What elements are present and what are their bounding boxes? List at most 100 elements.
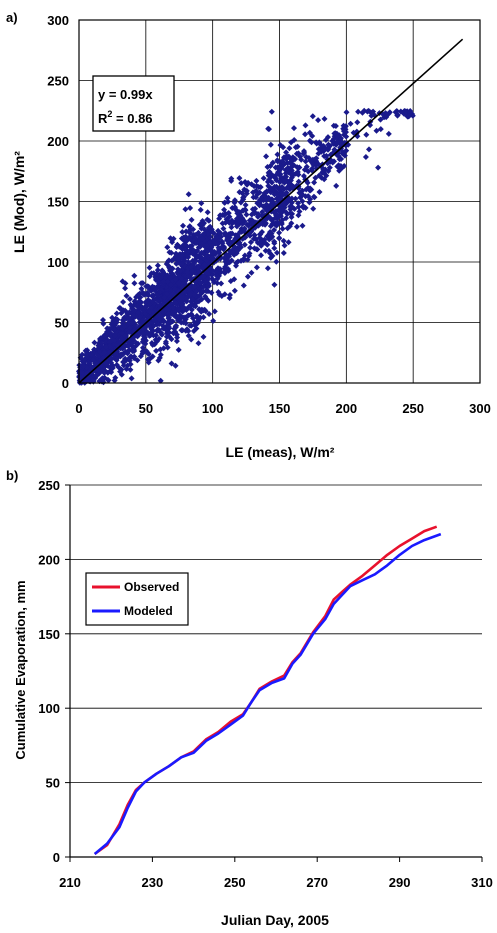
chart-a-point bbox=[123, 313, 130, 320]
chart-a-y-tick-label: 250 bbox=[47, 74, 69, 89]
chart-a-point bbox=[366, 146, 372, 153]
chart-a-point bbox=[292, 144, 299, 151]
chart-a-point bbox=[274, 158, 281, 165]
chart-a-point bbox=[264, 178, 271, 185]
chart-a-point bbox=[166, 329, 173, 336]
chart-a-point bbox=[227, 278, 234, 285]
chart-a-point bbox=[172, 362, 179, 369]
chart-a-point bbox=[179, 229, 186, 235]
chart-a-point bbox=[203, 242, 210, 249]
chart-a-point bbox=[262, 247, 269, 254]
chart-a-point bbox=[268, 185, 275, 192]
chart-a-point bbox=[343, 109, 350, 116]
chart-a-point bbox=[272, 172, 279, 179]
chart-a-point bbox=[122, 285, 129, 292]
chart-a-point bbox=[264, 265, 271, 272]
chart-a-point bbox=[304, 179, 311, 186]
chart-a-annotation: y = 0.99x R2 = 0.86 bbox=[92, 75, 175, 132]
chart-a-point bbox=[200, 284, 207, 291]
chart-a-point bbox=[205, 275, 212, 282]
chart-a-point bbox=[142, 340, 149, 347]
chart-a-point bbox=[293, 150, 300, 157]
chart-a-point bbox=[100, 320, 107, 327]
chart-a-point bbox=[121, 333, 128, 339]
chart-a-point bbox=[222, 219, 229, 226]
chart-a-point bbox=[104, 325, 111, 332]
chart-a-point bbox=[269, 233, 276, 240]
chart-b-y-tick-label: 100 bbox=[38, 701, 60, 716]
chart-a-point bbox=[248, 220, 255, 227]
chart-a-point bbox=[280, 200, 287, 207]
chart-a-point bbox=[295, 171, 302, 178]
chart-b: b) 210 230 250 270 290 310 0 50 100 150 200 250 Obs… bbox=[6, 468, 493, 928]
chart-a-point bbox=[185, 303, 192, 310]
chart-a-point bbox=[166, 274, 173, 281]
chart-a-point bbox=[266, 195, 273, 202]
chart-a-point bbox=[189, 296, 196, 303]
chart-a-point bbox=[229, 230, 236, 237]
chart-a-point bbox=[291, 125, 297, 132]
chart-a-point bbox=[219, 240, 226, 247]
chart-a-point bbox=[120, 362, 127, 369]
chart-a-point bbox=[339, 150, 346, 157]
chart-a-point bbox=[159, 267, 166, 274]
chart-a-point bbox=[185, 248, 191, 255]
chart-a-point bbox=[157, 377, 164, 384]
chart-a-point bbox=[325, 141, 332, 148]
chart-a-point bbox=[119, 351, 126, 358]
chart-a-points bbox=[76, 107, 416, 386]
chart-a-point bbox=[136, 298, 143, 305]
chart-a-point bbox=[320, 166, 327, 173]
chart-a-x-tick-label: 250 bbox=[402, 401, 424, 416]
chart-a-point bbox=[80, 363, 87, 370]
chart-a-point bbox=[146, 301, 153, 308]
chart-a-point bbox=[142, 304, 149, 311]
chart-b-y-tick-label: 200 bbox=[38, 552, 60, 567]
chart-a-point bbox=[243, 190, 250, 197]
chart-a-point bbox=[190, 226, 197, 233]
chart-a-point bbox=[263, 206, 270, 213]
chart-a-point bbox=[276, 165, 283, 172]
chart-a-point bbox=[309, 113, 316, 120]
chart-a-point bbox=[167, 235, 174, 242]
chart-a-point bbox=[200, 333, 207, 340]
chart-a-point bbox=[108, 356, 115, 363]
chart-a-point bbox=[187, 291, 194, 298]
chart-a-point bbox=[191, 283, 198, 290]
chart-a-point bbox=[208, 255, 215, 262]
chart-b-plot-area bbox=[70, 485, 482, 857]
chart-a-point bbox=[183, 228, 190, 235]
chart-a-point bbox=[258, 252, 264, 259]
chart-a-point bbox=[231, 199, 238, 206]
chart-a-point bbox=[233, 215, 240, 222]
chart-a-point bbox=[283, 209, 290, 216]
chart-a-point bbox=[124, 350, 131, 357]
chart-a-point bbox=[95, 342, 102, 349]
chart-a-point bbox=[149, 283, 156, 290]
chart-a-point bbox=[225, 237, 232, 244]
chart-a-point bbox=[193, 240, 199, 247]
chart-a-point bbox=[244, 256, 251, 263]
chart-a-point bbox=[97, 335, 104, 342]
chart-a-point bbox=[284, 184, 290, 191]
chart-a-point bbox=[251, 210, 258, 216]
chart-a-point bbox=[281, 242, 288, 249]
chart-a-point bbox=[184, 237, 191, 244]
legend-label-modeled: Modeled bbox=[124, 604, 173, 618]
chart-a-point bbox=[286, 145, 293, 152]
chart-a-point bbox=[268, 108, 275, 115]
chart-a-point bbox=[180, 222, 186, 229]
chart-a-point bbox=[180, 234, 187, 241]
chart-a-point bbox=[265, 125, 272, 132]
chart-a-point bbox=[160, 318, 167, 325]
chart-a-point bbox=[340, 122, 347, 129]
chart-a-point bbox=[362, 154, 369, 160]
chart-a-point bbox=[119, 278, 126, 285]
chart-b-y-tick-label: 0 bbox=[53, 850, 60, 865]
chart-a-point bbox=[323, 172, 330, 179]
chart-a-point bbox=[166, 264, 173, 271]
chart-a-point bbox=[260, 203, 267, 210]
chart-a-point bbox=[192, 303, 199, 310]
chart-a-point bbox=[214, 280, 221, 287]
chart-a-point bbox=[185, 191, 192, 198]
